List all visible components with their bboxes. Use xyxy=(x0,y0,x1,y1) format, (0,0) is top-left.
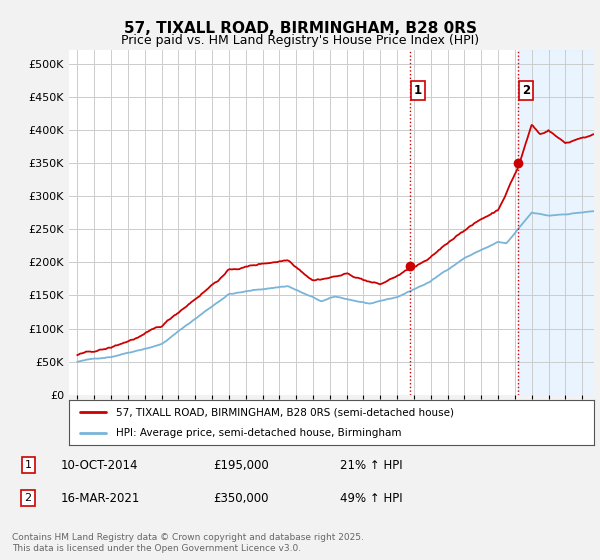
Bar xyxy=(518,50,600,395)
Text: 2: 2 xyxy=(522,83,530,97)
Text: 2: 2 xyxy=(25,493,32,503)
Text: Contains HM Land Registry data © Crown copyright and database right 2025.
This d: Contains HM Land Registry data © Crown c… xyxy=(12,533,364,553)
Text: 16-MAR-2021: 16-MAR-2021 xyxy=(61,492,140,505)
Text: 57, TIXALL ROAD, BIRMINGHAM, B28 0RS: 57, TIXALL ROAD, BIRMINGHAM, B28 0RS xyxy=(124,21,476,36)
Text: 1: 1 xyxy=(25,460,32,470)
Text: 21% ↑ HPI: 21% ↑ HPI xyxy=(340,459,403,472)
Text: 1: 1 xyxy=(413,83,422,97)
Text: 49% ↑ HPI: 49% ↑ HPI xyxy=(340,492,403,505)
Text: Price paid vs. HM Land Registry's House Price Index (HPI): Price paid vs. HM Land Registry's House … xyxy=(121,34,479,46)
Text: £195,000: £195,000 xyxy=(214,459,269,472)
Text: £350,000: £350,000 xyxy=(214,492,269,505)
Text: 10-OCT-2014: 10-OCT-2014 xyxy=(61,459,139,472)
Text: HPI: Average price, semi-detached house, Birmingham: HPI: Average price, semi-detached house,… xyxy=(116,428,402,438)
Text: 57, TIXALL ROAD, BIRMINGHAM, B28 0RS (semi-detached house): 57, TIXALL ROAD, BIRMINGHAM, B28 0RS (se… xyxy=(116,408,454,418)
